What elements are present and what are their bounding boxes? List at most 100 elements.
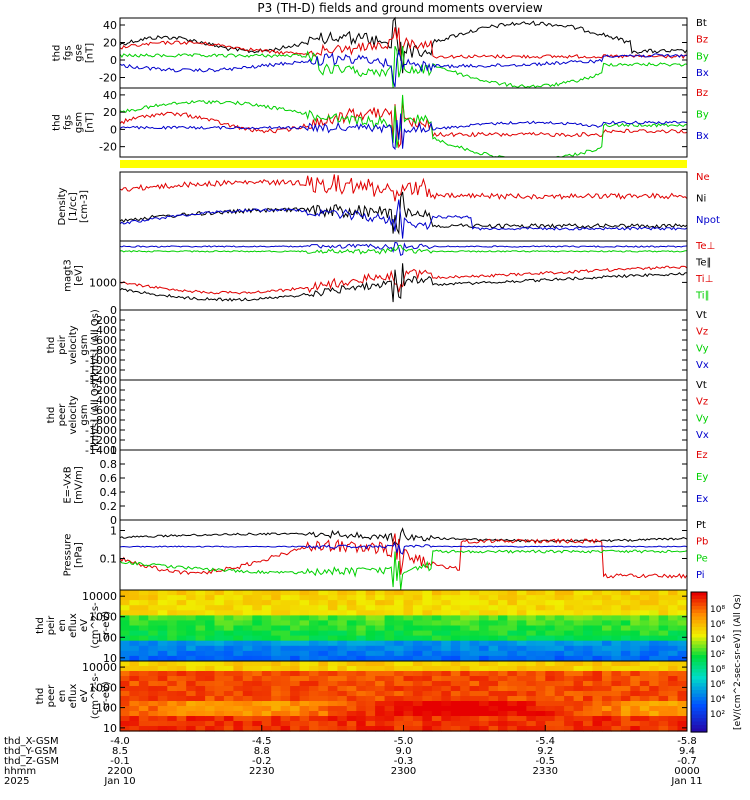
electron-spectrogram-cell: [120, 686, 130, 692]
ion-spectrogram-cell: [261, 640, 272, 647]
electron-spectrogram-cell: [120, 666, 130, 672]
ion-spectrogram-cell: [290, 595, 301, 601]
ion-spectrogram-cell: [176, 610, 187, 616]
electron-spectrogram-cell: [186, 681, 197, 687]
x-tick-label-hhmm: 0000: [674, 766, 699, 777]
y-axis-label: en: [57, 690, 68, 703]
electron-spectrogram-cell: [384, 711, 395, 717]
y-tick-label: 1000: [89, 681, 117, 694]
electron-spectrogram-cell: [214, 716, 225, 722]
ion-spectrogram-cell: [498, 620, 508, 627]
electron-spectrogram-cell: [611, 726, 622, 732]
ion-spectrogram-cell: [639, 630, 650, 637]
ion-spectrogram-cell: [195, 645, 206, 652]
electron-spectrogram-cell: [271, 666, 282, 672]
legend-bz: Bz: [696, 88, 708, 99]
electron-spectrogram-cell: [290, 676, 301, 682]
legend-ey: Ey: [696, 472, 708, 483]
ion-spectrogram-cell: [148, 610, 159, 616]
electron-spectrogram-cell: [526, 661, 537, 667]
ion-spectrogram-cell: [195, 625, 206, 632]
legend-pi: Pi: [696, 570, 705, 581]
electron-spectrogram-cell: [422, 686, 433, 692]
ion-spectrogram-cell: [394, 640, 405, 647]
electron-spectrogram-cell: [469, 691, 480, 697]
electron-spectrogram-cell: [498, 681, 508, 687]
electron-spectrogram-cell: [412, 671, 423, 677]
electron-spectrogram-cell: [290, 696, 301, 702]
electron-spectrogram-cell: [157, 706, 168, 712]
ion-spectrogram-cell: [554, 625, 565, 632]
ion-spectrogram-cell: [375, 650, 386, 657]
ion-spectrogram-cell: [214, 605, 225, 611]
electron-spectrogram-cell: [450, 706, 461, 712]
electron-spectrogram-cell: [431, 666, 442, 672]
ion-spectrogram-cell: [583, 640, 593, 647]
legend-npot: Npot: [696, 215, 720, 226]
electron-spectrogram-cell: [299, 686, 310, 692]
ion-spectrogram-cell: [233, 645, 244, 652]
electron-spectrogram-cell: [129, 661, 140, 667]
electron-spectrogram-cell: [327, 701, 338, 707]
electron-spectrogram-cell: [658, 721, 669, 727]
ion-spectrogram-cell: [176, 640, 187, 647]
ion-spectrogram-cell: [488, 640, 499, 647]
ion-spectrogram-cell: [479, 650, 490, 657]
electron-spectrogram-cell: [564, 716, 575, 722]
electron-spectrogram-cell: [271, 726, 282, 732]
electron-spectrogram-cell: [564, 711, 575, 717]
legend-ex: Ex: [696, 494, 708, 505]
y-axis-label: gsm: [79, 334, 90, 355]
ion-spectrogram-cell: [375, 625, 386, 632]
ion-spectrogram-cell: [186, 640, 197, 647]
electron-spectrogram-cell: [299, 671, 310, 677]
ion-spectrogram-cell: [195, 640, 206, 647]
electron-spectrogram-cell: [195, 666, 206, 672]
ion-spectrogram-cell: [299, 595, 310, 601]
ion-spectrogram-cell: [526, 615, 537, 622]
ion-spectrogram-cell: [384, 640, 395, 647]
ion-spectrogram-cell: [157, 650, 168, 657]
ion-spectrogram-cell: [176, 590, 187, 596]
ion-spectrogram-cell: [583, 590, 593, 596]
electron-spectrogram-cell: [412, 706, 423, 712]
y-tick-label: -600: [92, 334, 117, 347]
ion-spectrogram-cell: [356, 605, 367, 611]
ion-spectrogram-cell: [441, 600, 452, 606]
ion-spectrogram-cell: [356, 600, 367, 606]
ion-spectrogram-cell: [422, 615, 433, 622]
ion-spectrogram-cell: [677, 615, 688, 622]
electron-spectrogram-cell: [195, 676, 206, 682]
electron-spectrogram-cell: [129, 681, 140, 687]
electron-spectrogram-cell: [535, 691, 546, 697]
ion-spectrogram-cell: [138, 620, 149, 627]
electron-spectrogram-cell: [223, 661, 234, 667]
electron-spectrogram-cell: [394, 691, 405, 697]
electron-spectrogram-cell: [573, 661, 584, 667]
ion-spectrogram-cell: [186, 655, 197, 662]
colorbar-cell: [691, 623, 707, 628]
electron-spectrogram-cell: [252, 666, 263, 672]
electron-spectrogram-cell: [290, 686, 301, 692]
electron-spectrogram-cell: [620, 691, 631, 697]
electron-spectrogram-cell: [403, 671, 414, 677]
legend-by: By: [696, 51, 709, 62]
ion-spectrogram-cell: [327, 640, 338, 647]
ion-spectrogram-cell: [526, 625, 537, 632]
colorbar-cell: [691, 634, 707, 639]
electron-spectrogram-cell: [242, 681, 253, 687]
ion-spectrogram-cell: [469, 595, 480, 601]
electron-spectrogram-cell: [186, 726, 197, 732]
ion-spectrogram-cell: [677, 635, 688, 642]
ion-spectrogram-cell: [252, 610, 263, 616]
electron-spectrogram-cell: [337, 686, 348, 692]
ion-spectrogram-cell: [318, 615, 329, 622]
electron-spectrogram-cell: [630, 716, 641, 722]
ion-spectrogram-cell: [611, 630, 622, 637]
ion-spectrogram-cell: [507, 625, 518, 632]
electron-spectrogram-cell: [592, 691, 603, 697]
ion-spectrogram-cell: [422, 635, 433, 642]
electron-spectrogram-cell: [498, 666, 508, 672]
ion-spectrogram-cell: [602, 645, 612, 652]
electron-spectrogram-cell: [526, 666, 537, 672]
